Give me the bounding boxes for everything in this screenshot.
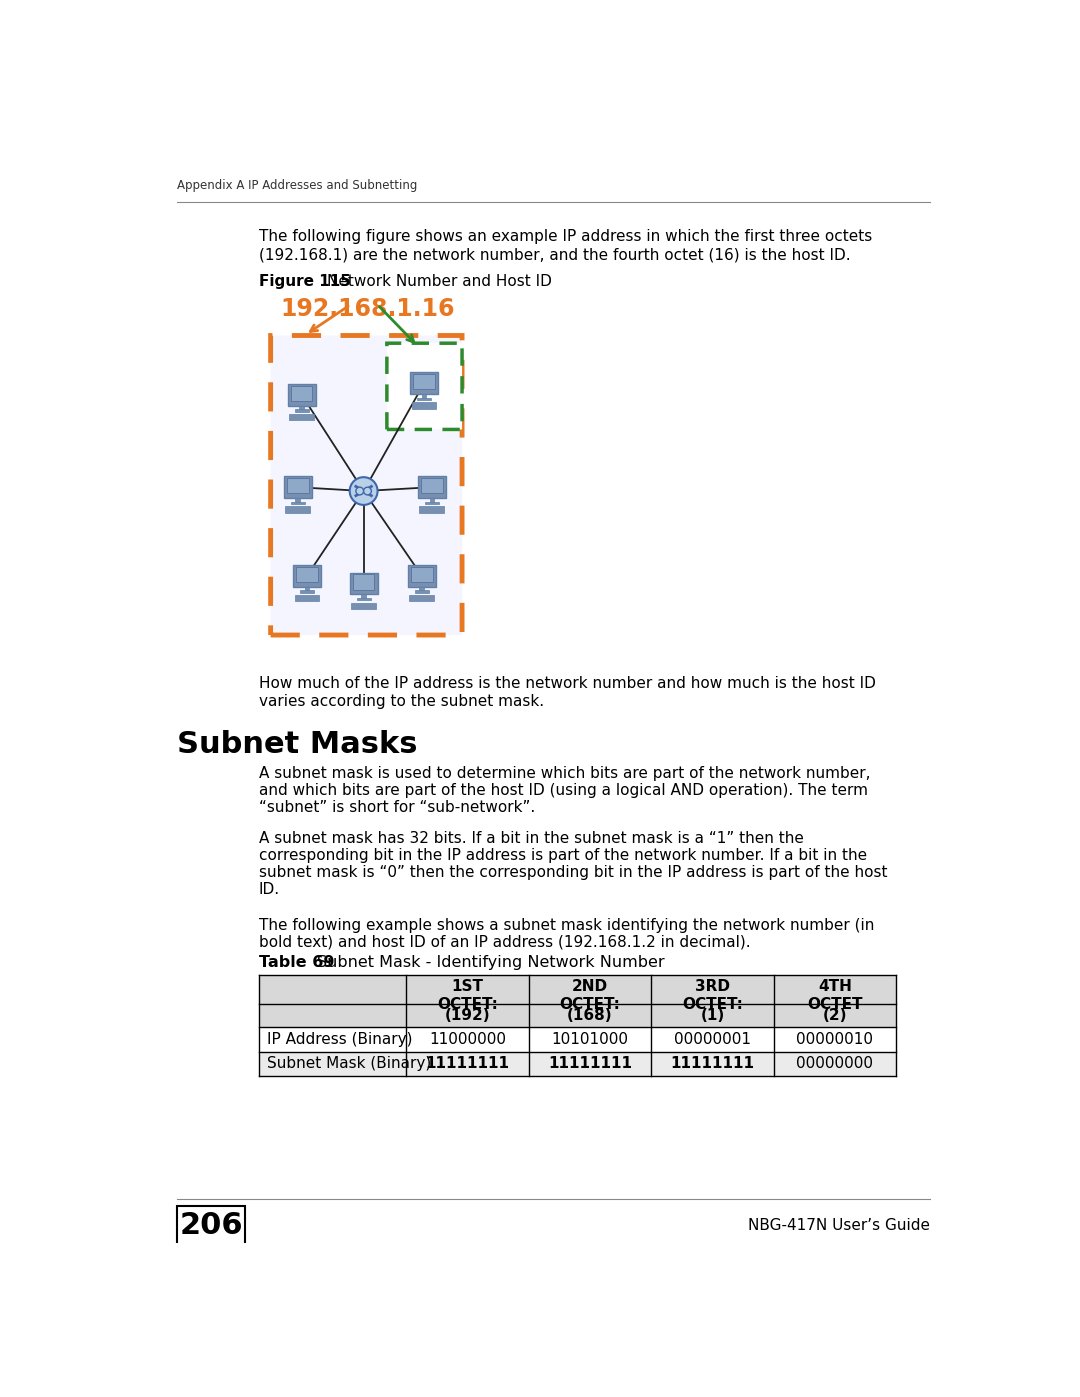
Bar [350, 573, 378, 594]
Text: 11000000: 11000000 [429, 1032, 505, 1046]
Circle shape [350, 478, 378, 504]
Text: (2): (2) [823, 1007, 847, 1023]
Text: 192.168.1.16: 192.168.1.16 [280, 298, 455, 321]
Bar [287, 384, 315, 405]
Bar [421, 478, 443, 493]
Text: bold text) and host ID of an IP address (192.168.1.2 in decimal).: bold text) and host ID of an IP address … [259, 935, 751, 950]
Circle shape [364, 488, 372, 495]
FancyBboxPatch shape [271, 335, 462, 636]
Bar [408, 564, 435, 587]
Bar [284, 476, 312, 497]
Bar [177, 1206, 245, 1246]
Bar [291, 502, 305, 504]
Text: Figure 115: Figure 115 [259, 274, 351, 289]
Bar [293, 564, 321, 587]
Text: 00000010: 00000010 [796, 1032, 874, 1046]
Bar [356, 598, 370, 601]
Text: (192.168.1) are the network number, and the fourth octet (16) is the host ID.: (192.168.1) are the network number, and … [259, 247, 851, 263]
Text: The following example shows a subnet mask identifying the network number (in: The following example shows a subnet mas… [259, 918, 875, 933]
Text: (1): (1) [700, 1007, 725, 1023]
Text: Table 69: Table 69 [259, 954, 335, 970]
Text: varies according to the subnet mask.: varies according to the subnet mask. [259, 694, 544, 710]
Text: Subnet Mask (Binary): Subnet Mask (Binary) [267, 1056, 431, 1071]
Bar [409, 595, 434, 601]
Bar [296, 497, 300, 502]
Text: 3RD
OCTET:: 3RD OCTET: [681, 979, 743, 1011]
Text: 00000001: 00000001 [674, 1032, 751, 1046]
Bar [424, 502, 438, 504]
Bar [287, 478, 309, 493]
Text: 1ST
OCTET:: 1ST OCTET: [437, 979, 498, 1011]
Bar [414, 374, 435, 390]
Bar [300, 591, 314, 592]
Text: Network Number and Host ID: Network Number and Host ID [327, 274, 552, 289]
Bar [430, 497, 434, 502]
Text: 2ND
OCTET:: 2ND OCTET: [559, 979, 620, 1011]
Bar [415, 591, 429, 592]
Text: A subnet mask is used to determine which bits are part of the network number,: A subnet mask is used to determine which… [259, 766, 870, 781]
Bar [419, 507, 444, 513]
Text: A subnet mask has 32 bits. If a bit in the subnet mask is a “1” then the: A subnet mask has 32 bits. If a bit in t… [259, 831, 804, 847]
Bar [410, 567, 433, 583]
Text: 11111111: 11111111 [671, 1056, 754, 1071]
Text: 206: 206 [179, 1211, 243, 1241]
Bar [285, 507, 310, 513]
Text: 11111111: 11111111 [426, 1056, 510, 1071]
Bar [259, 1027, 896, 1052]
Text: 00000000: 00000000 [796, 1056, 874, 1071]
Text: 11111111: 11111111 [548, 1056, 632, 1071]
Text: 10101000: 10101000 [552, 1032, 629, 1046]
Text: NBG-417N User’s Guide: NBG-417N User’s Guide [748, 1218, 930, 1234]
Bar [353, 574, 375, 590]
Bar [417, 398, 431, 400]
Bar [305, 587, 309, 591]
Bar [295, 409, 309, 412]
FancyBboxPatch shape [387, 344, 462, 429]
Text: The following figure shows an example IP address in which the first three octets: The following figure shows an example IP… [259, 229, 873, 244]
Text: (192): (192) [445, 1007, 490, 1023]
Text: Subnet Mask - Identifying Network Number: Subnet Mask - Identifying Network Number [318, 954, 665, 970]
Bar [296, 567, 318, 583]
Bar [351, 602, 376, 609]
Text: Subnet Masks: Subnet Masks [177, 729, 417, 759]
Bar [362, 594, 366, 598]
Bar [259, 975, 896, 1027]
Bar [291, 386, 312, 401]
Bar [410, 373, 438, 394]
Text: IP Address (Binary): IP Address (Binary) [267, 1032, 413, 1046]
Text: ID.: ID. [259, 882, 280, 897]
Bar [289, 414, 314, 420]
Text: subnet mask is “0” then the corresponding bit in the IP address is part of the h: subnet mask is “0” then the correspondin… [259, 865, 888, 880]
Text: Appendix A IP Addresses and Subnetting: Appendix A IP Addresses and Subnetting [177, 179, 417, 193]
Bar [295, 595, 320, 601]
Bar [259, 1052, 896, 1076]
Bar [411, 402, 436, 409]
Text: and which bits are part of the host ID (using a logical AND operation). The term: and which bits are part of the host ID (… [259, 782, 868, 798]
Text: 4TH
OCTET: 4TH OCTET [807, 979, 863, 1011]
Circle shape [356, 488, 364, 495]
Bar [422, 394, 427, 398]
Text: corresponding bit in the IP address is part of the network number. If a bit in t: corresponding bit in the IP address is p… [259, 848, 867, 863]
Text: “subnet” is short for “sub-network”.: “subnet” is short for “sub-network”. [259, 800, 536, 814]
Text: (168): (168) [567, 1007, 612, 1023]
Text: How much of the IP address is the network number and how much is the host ID: How much of the IP address is the networ… [259, 676, 876, 692]
Bar [299, 405, 303, 409]
Bar [418, 476, 446, 497]
Bar [419, 587, 424, 591]
